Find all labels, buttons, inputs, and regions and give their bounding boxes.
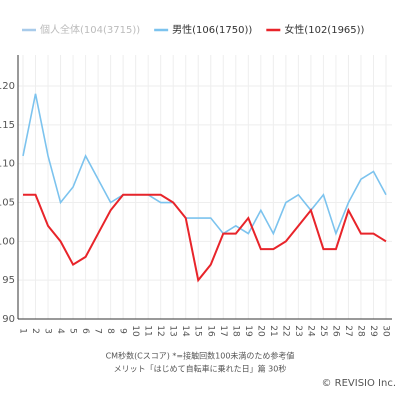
x-tick-label: 24 [305,325,315,337]
note: CM秒数(Cスコア) *=接触回数100未満のため参考値 [106,351,295,361]
legend-label: 個人全体(104(3715)) [40,23,140,36]
x-tick-label: 8 [105,328,115,334]
legend-label: 女性(102(1965)) [284,23,364,36]
line [23,193,387,283]
note: メリット「はじめて自転車に乗れた日」篇 30秒 [114,364,287,374]
x-tick-label: 4 [55,328,65,334]
x-tick-label: 9 [118,328,128,334]
x-tick-label: 20 [255,325,265,337]
x-tick-label: 7 [93,328,103,334]
x-tick-label: 19 [243,325,253,337]
y-tick-label: 120 [0,81,15,92]
y-tick-label: 95 [2,275,15,286]
x-tick-label: 14 [180,325,190,337]
x-tick-label: 2 [30,328,40,334]
x-tick-label: 6 [80,328,90,334]
copyright: © REVISIO Inc. [321,378,396,389]
x-tick-label: 18 [230,325,240,337]
x-tick-label: 10 [130,325,140,337]
x-tick-label: 5 [68,328,78,334]
x-tick-label: 22 [280,325,290,336]
x-tick-label: 12 [155,325,165,336]
x-tick-label: 21 [268,325,278,336]
y-tick-label: 110 [0,159,15,170]
x-tick-label: 29 [368,325,378,337]
x-tick-label: 16 [205,325,215,337]
x-tick-label: 1 [18,328,28,334]
x-tick-label: 11 [143,325,153,336]
x-tick-label: 15 [193,325,203,336]
y-tick-label: 90 [2,314,15,325]
y-tick-label: 100 [0,236,15,247]
x-tick-label: 13 [168,325,178,336]
legend-label: 男性(106(1750)) [172,23,252,36]
y-tick-label: 115 [0,120,15,131]
x-tick-label: 3 [43,328,53,334]
y-tick-label: 105 [0,198,15,209]
x-tick-label: 25 [318,325,328,336]
x-tick-label: 27 [343,325,353,336]
x-tick-label: 30 [381,325,391,337]
x-tick-label: 23 [293,325,303,336]
x-tick-label: 28 [355,325,365,337]
x-tick-label: 17 [218,325,228,336]
line [22,93,387,236]
x-tick-label: 26 [330,325,340,337]
